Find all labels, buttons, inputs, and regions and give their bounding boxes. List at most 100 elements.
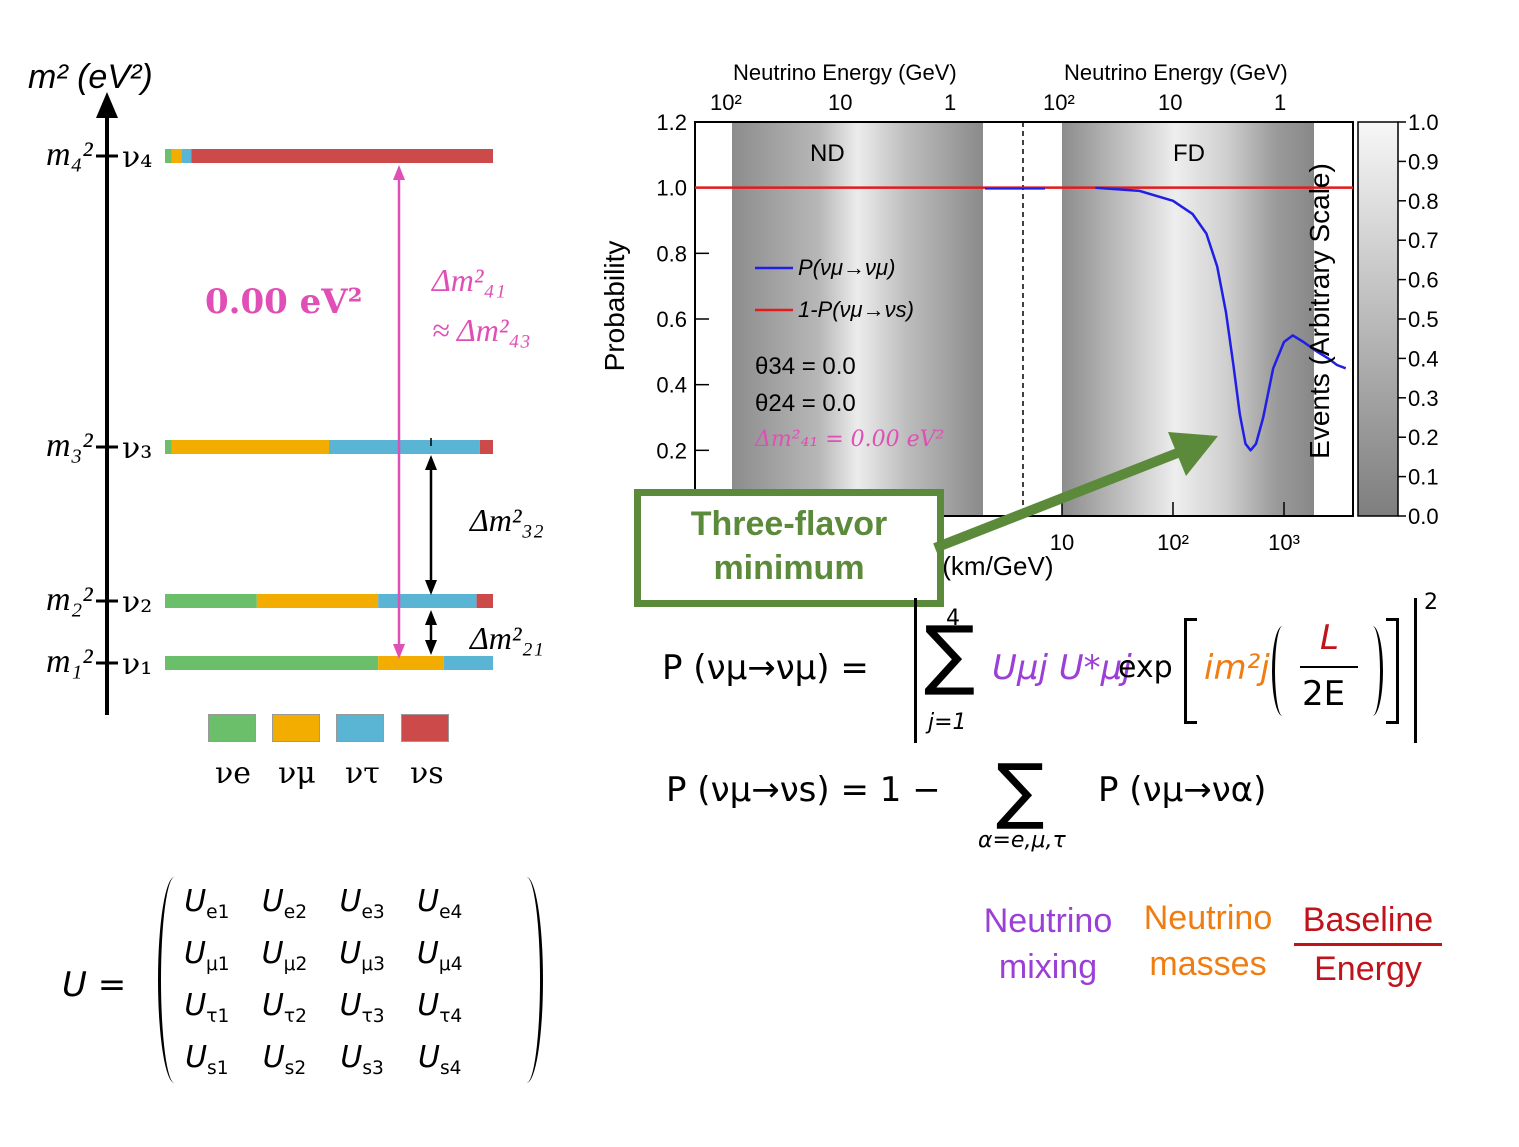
formula1-sum-sign: ∑: [924, 609, 976, 698]
level-2-segment-1: [256, 594, 379, 608]
key-mixing: Neutrino mixing: [968, 898, 1128, 990]
legend-entry-ps: 1-P(νμ→νs): [798, 297, 914, 322]
key-baseline: Baseline Energy: [1288, 897, 1448, 992]
legend-label-vtau: ντ: [345, 756, 380, 791]
level-1-segment-2: [443, 656, 493, 670]
key-mixing-line2: mixing: [998, 948, 1098, 986]
matrix-table: Ue1 Ue2 Ue3 Ue4 Uμ1 Uμ2 Uμ3 Uμ4 Uτ1 Uτ2 Uτ3 Uτ4 Us1 U…: [168, 877, 479, 1085]
level-1-segment-1: [378, 656, 444, 670]
formula1-abs-right: [1414, 598, 1417, 743]
right-tick-label: 1.0: [1408, 110, 1439, 135]
m1-label: m₁²: [46, 643, 93, 680]
matrix-cell: Uτ1: [184, 987, 230, 1027]
formula1-lhs: P (νμ→νμ) =: [662, 648, 869, 688]
dm43-label: ≈ Δm²₄₃: [432, 312, 531, 348]
nu2-label: ν₂: [122, 585, 153, 620]
formula1-fraction-bar: [1300, 666, 1358, 668]
x-tick-label: 10²: [1157, 530, 1189, 555]
annotation-theta34: θ34 = 0.0: [755, 353, 856, 380]
key-masses-line2: masses: [1149, 945, 1267, 983]
level-4-segment-0: [165, 149, 172, 163]
legend-label-vmu: νμ: [278, 756, 316, 791]
top-tick-fd-10: 10: [1158, 90, 1183, 115]
matrix-cell: Us4: [417, 1039, 462, 1079]
matrix-row: Uμ1 Uμ2 Uμ3 Uμ4: [168, 929, 479, 981]
top-tick-fd-1: 1: [1274, 90, 1287, 115]
formula2-lhs: P (νμ→νs) = 1 −: [666, 770, 941, 810]
formula2-rhs: P (νμ→να): [1098, 770, 1267, 810]
formula-survival: P (νμ→νμ) = 4 ∑ j=1 Uμj U*μj exp im²j L …: [662, 590, 1452, 748]
top-axis-label-nd: Neutrino Energy (GeV): [733, 60, 957, 85]
matrix-cell: Us1: [185, 1039, 229, 1079]
level-diagram: m² (eV²) m₄² ν₄ m₃² ν₃ m₂² ν₂ m₁² ν₁ 0.0…: [0, 0, 600, 860]
top-tick-fd-100: 10²: [1043, 90, 1075, 115]
top-axis-label-fd: Neutrino Energy (GeV): [1064, 60, 1288, 85]
annotation-theta24: θ24 = 0.0: [755, 390, 856, 417]
matrix-row: Ue1 Ue2 Ue3 Ue4: [168, 877, 479, 929]
top-tick-nd-10: 10: [828, 90, 853, 115]
matrix-cell: Ue1: [184, 883, 230, 923]
matrix-cell: Ue2: [261, 883, 308, 923]
top-tick-nd-100: 10²: [710, 90, 742, 115]
level-3-segment-0: [165, 440, 172, 454]
matrix-cell: Uμ3: [339, 935, 385, 975]
formula2-sum-bottom: α=e,μ,τ: [978, 828, 1066, 853]
probability-chart: 0.2 0.4 0.6 0.8 1.0 1.2 10 10² 10³ 0.0 0.1 0.2 0.3 0.…: [580, 55, 1510, 595]
right-tick-label: 0.3: [1408, 386, 1439, 411]
m4-label: m₄²: [46, 136, 93, 173]
annotation-dm41: Δm²₄₁ = 0.00 eV²: [755, 427, 945, 452]
level-3-segment-3: [479, 440, 493, 454]
matrix-cell: Uμ2: [261, 935, 308, 975]
callout-line2: minimum: [713, 549, 865, 587]
y-tick-label: 0.8: [656, 241, 687, 266]
legend-swatch-vs: [401, 714, 449, 742]
formula1-paren-left: [1272, 626, 1293, 716]
y-axis-label: Probability: [599, 240, 630, 372]
right-tick-label: 0.5: [1408, 307, 1439, 332]
matrix-right-paren: [510, 877, 543, 1083]
formula-sterile: P (νμ→νs) = 1 − ∑ α=e,μ,τ P (νμ→να): [666, 754, 1306, 858]
matrix-cell: Ue3: [339, 883, 385, 923]
formula1-sum-top: 4: [946, 606, 960, 631]
color-bar: [1358, 122, 1398, 516]
level-2-segment-2: [378, 594, 477, 608]
matrix-cell: Uτ3: [339, 987, 385, 1027]
matrix-cell: Uτ4: [417, 987, 463, 1027]
y-tick-label: 1.0: [656, 176, 687, 201]
level-2-segment-3: [476, 594, 493, 608]
formula1-mass: im²j: [1204, 648, 1270, 688]
three-flavor-callout: Three-flavor minimum: [634, 489, 944, 607]
dm41-label: Δm²₄₁: [432, 262, 506, 298]
right-tick-label: 0.4: [1408, 346, 1439, 371]
top-tick-nd-1: 1: [944, 90, 957, 115]
key-mixing-line1: Neutrino: [983, 902, 1113, 940]
matrix-lhs: U =: [62, 965, 127, 1005]
level-1-segment-0: [165, 656, 379, 670]
nu4-label: ν₄: [122, 140, 153, 175]
y-tick-label: 0.2: [656, 438, 687, 463]
m3-label: m₃²: [46, 427, 93, 464]
legend-label-ve: νe: [215, 756, 251, 791]
formula1-power: 2: [1424, 590, 1438, 615]
key-baseline-denominator: Energy: [1314, 950, 1422, 988]
legend-swatch-ve: [208, 714, 256, 742]
level-2-segment-0: [165, 594, 257, 608]
y-tick-label: 0.6: [656, 307, 687, 332]
matrix-row: Us1 Us2 Us3 Us4: [168, 1033, 479, 1085]
matrix-left-paren: [158, 877, 191, 1083]
formula1-E: 2E: [1302, 674, 1346, 714]
right-tick-label: 0.7: [1408, 228, 1439, 253]
level-4-segment-1: [171, 149, 182, 163]
mass-axis-label: m² (eV²): [28, 58, 153, 96]
formula1-abs-left: [914, 598, 917, 743]
splitting-label: 0.00 eV²: [205, 282, 363, 322]
right-tick-label: 0.0: [1408, 504, 1439, 529]
formula1-paren-right: [1362, 626, 1383, 716]
region-label-nd: ND: [810, 140, 845, 167]
key-baseline-bar: [1294, 943, 1442, 946]
matrix-row: Uτ1 Uτ2 Uτ3 Uτ4: [168, 981, 479, 1033]
formula1-bracket-right: [1386, 618, 1399, 724]
dm21-label: Δm²₂₁: [470, 620, 544, 656]
y-tick-label: 1.2: [656, 110, 687, 135]
formula1-bracket-left: [1184, 618, 1197, 724]
